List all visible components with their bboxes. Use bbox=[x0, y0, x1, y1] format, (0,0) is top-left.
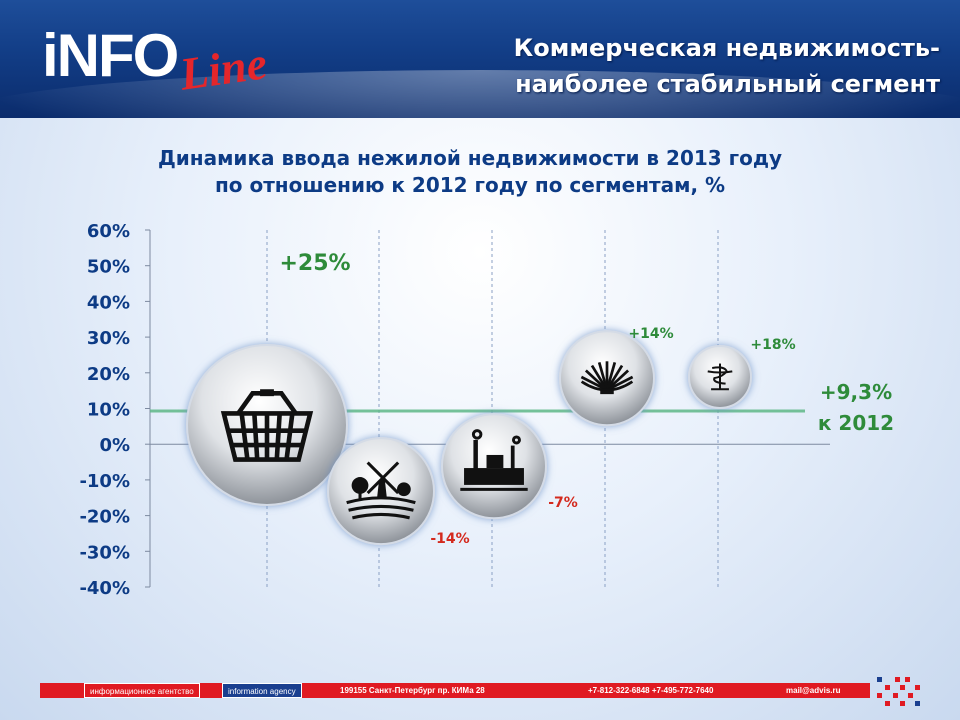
data-label: +18% bbox=[750, 337, 795, 353]
chart-title: Динамика ввода нежилой недвижимости в 20… bbox=[0, 145, 940, 199]
footer-bar: информационное агентство information age… bbox=[40, 683, 870, 698]
medical-caduceus-icon bbox=[707, 363, 733, 391]
y-tick-label: -20% bbox=[79, 507, 130, 528]
data-label-layer: +25% -14% -7% +14% +18% bbox=[279, 251, 795, 547]
slide-title-line1: Коммерческая недвижимость- bbox=[513, 34, 940, 62]
y-tick-label: 30% bbox=[87, 328, 130, 349]
y-tick-label: 50% bbox=[87, 257, 130, 278]
y-tick-label: 60% bbox=[87, 221, 130, 242]
footer-agency-en: information agency bbox=[222, 683, 302, 698]
slide-title: Коммерческая недвижимость- наиболее стаб… bbox=[514, 30, 940, 102]
y-tick-label: -30% bbox=[79, 542, 130, 563]
reference-label-value: +9,3% bbox=[820, 380, 892, 404]
open-book-icon bbox=[580, 361, 634, 395]
y-tick-label: 0% bbox=[99, 435, 130, 456]
y-tick-label: 40% bbox=[87, 292, 130, 313]
farm-windmill-icon bbox=[346, 461, 416, 520]
bubble-factory bbox=[441, 413, 547, 520]
data-label: -7% bbox=[548, 495, 578, 511]
chart-title-line2: по отношению к 2012 году по сегментам, % bbox=[214, 173, 726, 197]
bubble-open-book bbox=[559, 330, 655, 427]
factory-icon bbox=[460, 429, 528, 491]
bubble-farm-windmill bbox=[327, 437, 435, 546]
footer-agency-ru: информационное агентство bbox=[84, 683, 200, 698]
bubble-shopping-basket bbox=[186, 343, 348, 506]
bubble-layer bbox=[186, 330, 752, 546]
y-tick-label: -40% bbox=[79, 578, 130, 599]
y-tick-label: 10% bbox=[87, 400, 130, 421]
y-axis: 60% 50% 40% 30% 20% 10% 0% -10% -20% -30% -40% bbox=[79, 221, 830, 599]
y-tick-label: -10% bbox=[79, 471, 130, 492]
header-banner: iNFO Line Коммерческая недвижимость- наи… bbox=[0, 0, 960, 118]
bubble-medical-caduceus bbox=[688, 344, 752, 409]
data-label: +25% bbox=[279, 251, 350, 276]
footer-phones: +7-812-322-6848 +7-495-772-7640 bbox=[588, 686, 714, 695]
data-label: +14% bbox=[628, 326, 673, 342]
shopping-basket-icon bbox=[220, 389, 314, 462]
y-tick-label: 20% bbox=[87, 364, 130, 385]
logo-main-text: iNFO bbox=[42, 22, 179, 89]
footer-address: 199155 Санкт-Петербург пр. КИМа 28 bbox=[340, 686, 485, 695]
footer-email: mail@advis.ru bbox=[786, 686, 841, 695]
reference-label-year: к 2012 bbox=[818, 411, 894, 435]
slide-title-line2: наиболее стабильный сегмент bbox=[515, 70, 940, 98]
footer-dots-icon bbox=[877, 677, 920, 706]
chart-title-line1: Динамика ввода нежилой недвижимости в 20… bbox=[157, 146, 783, 170]
data-label: -14% bbox=[430, 531, 469, 547]
